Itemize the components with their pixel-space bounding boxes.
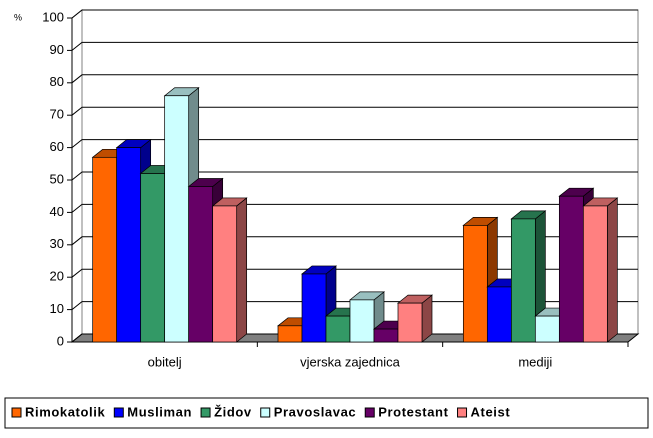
legend-swatch (364, 407, 375, 418)
x-tick-label: vjerska zajednica (300, 354, 400, 369)
x-tick-label: obitelj (148, 354, 182, 369)
grid-line (71, 41, 638, 51)
grid-line (71, 74, 638, 84)
legend-label: Protestant (378, 404, 448, 419)
grid-line (71, 268, 638, 278)
bar-front (510, 218, 536, 343)
bar (510, 210, 547, 343)
legend-swatch (113, 407, 124, 418)
legend-label: Ateist (471, 404, 511, 419)
legend-label: Pravoslavac (274, 404, 357, 419)
bar-front (301, 273, 327, 343)
legend-label: Musliman (127, 404, 192, 419)
legend-label: Židov (214, 404, 252, 419)
y-tick-label: 30 (50, 236, 64, 251)
bar-side (606, 197, 618, 343)
bar-front (349, 299, 375, 343)
bar-front (140, 173, 166, 343)
grid-line (71, 203, 638, 213)
bar (397, 294, 433, 343)
bar-front (277, 325, 303, 343)
bar-side (236, 197, 248, 343)
y-tick-label: 20 (50, 269, 64, 284)
y-tick-label: 100 (42, 9, 64, 24)
bar (163, 87, 200, 343)
y-axis-label: % (14, 12, 22, 22)
grid-line (71, 106, 638, 116)
bar-front (486, 286, 512, 343)
bar-front (188, 186, 214, 343)
y-tick-label: 70 (50, 107, 64, 122)
bar-front (462, 225, 488, 343)
bar-front (212, 205, 238, 343)
bar-front (558, 195, 584, 343)
grid-line (71, 301, 638, 310)
x-tick-label: mediji (518, 354, 552, 369)
bar-front (92, 156, 118, 343)
legend-swatch (260, 407, 271, 418)
y-tick-label: 50 (50, 171, 64, 186)
grid-line (71, 171, 638, 181)
y-tick-label: 10 (50, 301, 64, 316)
bar (582, 197, 619, 343)
y-tick-label: 90 (50, 42, 64, 57)
bar-front (373, 328, 399, 343)
legend-swatch (457, 407, 468, 418)
bar-front (582, 205, 608, 343)
legend-label: Rimokatolik (25, 404, 105, 419)
y-tick-label: 40 (50, 204, 64, 219)
grid-line (71, 139, 638, 148)
bar-front (164, 95, 190, 343)
y-tick-label: 0 (57, 333, 64, 348)
legend-box (4, 397, 649, 429)
bar-front (397, 302, 423, 343)
grid-line (71, 236, 638, 246)
bar (211, 197, 248, 343)
y-tick-label: 80 (50, 74, 64, 89)
grid-line (71, 9, 638, 19)
bar-front (534, 315, 560, 343)
y-tick-label: 60 (50, 139, 64, 154)
legend-swatch (200, 407, 211, 418)
bar-front (116, 147, 142, 343)
bar-front (325, 315, 351, 343)
legend-swatch (11, 407, 22, 418)
grid-line (71, 333, 638, 343)
